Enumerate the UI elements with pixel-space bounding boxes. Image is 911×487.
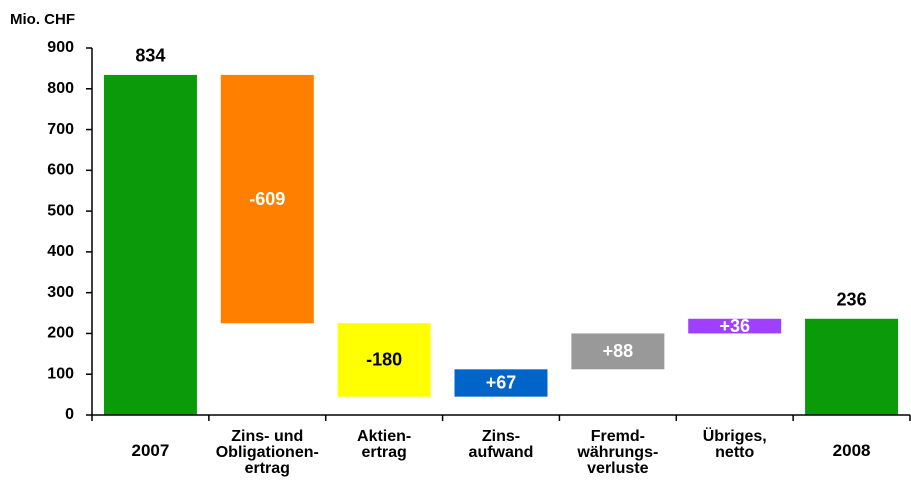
x-tick-label: Aktien-ertrag (357, 428, 411, 461)
x-tick-label-line: 2007 (132, 441, 170, 460)
x-tick-label-line: Aktien- (357, 428, 411, 445)
y-tick-label: 500 (47, 202, 74, 219)
x-tick-label-line: Zins- (482, 428, 520, 445)
x-tick-label-line: ertrag (361, 444, 406, 461)
x-tick-label: Übriges, netto (703, 426, 767, 461)
y-tick-label: 200 (47, 325, 74, 342)
x-tick-label-line: 2008 (833, 441, 871, 460)
bar (688, 318, 782, 334)
value-label: +67 (486, 373, 517, 393)
x-tick-label-line: ertrag (245, 460, 290, 477)
y-tick-label: 700 (47, 121, 74, 138)
x-tick-label-line: Obligationen- (216, 444, 319, 461)
x-tick-label-line: Fremd- (591, 428, 645, 445)
x-tick-label-line: Übriges, (703, 426, 767, 445)
x-tick-label-line: währungs- (576, 444, 658, 461)
x-tick-label: Zins- und Obligationen-ertrag (216, 428, 319, 477)
bar (103, 74, 197, 415)
x-tick-label-line: netto (715, 444, 754, 461)
x-tick-label: Zins-aufwand (469, 428, 534, 461)
bar (571, 333, 665, 370)
x-tick-label: 2008 (833, 441, 871, 460)
y-tick-label: 600 (47, 162, 74, 179)
bar (337, 323, 431, 397)
y-axis-label: Mio. CHF (10, 11, 75, 28)
y-tick-label: 300 (47, 284, 74, 301)
y-tick-label: 800 (47, 80, 74, 97)
x-tick-label: Fremd-währungs-verluste (576, 428, 658, 477)
value-label: +36 (719, 316, 750, 336)
y-tick-label: 400 (47, 243, 74, 260)
value-label: -609 (249, 189, 285, 209)
value-label: -180 (366, 350, 402, 370)
bar (454, 369, 548, 397)
value-label: +88 (603, 341, 634, 361)
bar (220, 74, 314, 324)
x-tick-label-line: verluste (587, 460, 648, 477)
value-label: 236 (837, 290, 867, 310)
y-tick-label: 0 (65, 406, 74, 423)
x-tick-label: 2007 (132, 441, 170, 460)
y-tick-label: 100 (47, 365, 74, 382)
bar (805, 318, 899, 415)
x-tick-label-line: Zins- und (231, 428, 303, 445)
value-label: 834 (135, 46, 165, 66)
x-tick-label-line: aufwand (469, 444, 534, 461)
y-tick-label: 900 (47, 39, 74, 56)
